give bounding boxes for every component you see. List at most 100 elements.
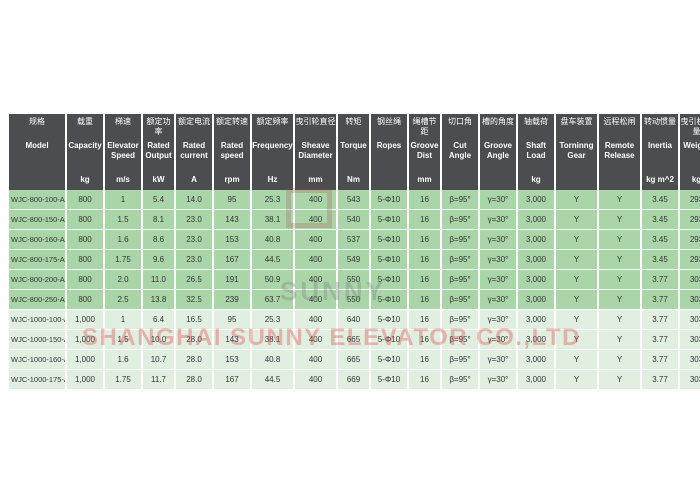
table-cell: 16 (409, 250, 440, 270)
header-unit: A (191, 175, 197, 184)
table-cell: 13.8 (143, 290, 174, 310)
table-cell: 5-Φ10 (371, 330, 407, 350)
table-cell: 2.0 (105, 270, 141, 290)
table-cell: 16 (409, 230, 440, 250)
table-cell: 25.3 (252, 310, 293, 330)
table-row: WJC-1000-150-A 1,000 1.5 10.0 28.0 143 38.1 400… (9, 330, 700, 350)
table-cell: 293 (680, 190, 700, 210)
table-cell: 25.3 (252, 190, 293, 210)
watermark-logo-text: SUNNY (280, 276, 387, 306)
table-cell: Y (599, 370, 640, 390)
table-cell: 800 (67, 250, 103, 270)
table-cell: 1,000 (67, 330, 103, 350)
table-cell: 5-Φ10 (371, 370, 407, 390)
table-cell: 3,000 (518, 350, 554, 370)
table-cell: 1.6 (105, 230, 141, 250)
table-cell: β=95° (442, 330, 478, 350)
table-cell: 28.0 (176, 370, 212, 390)
table-cell: 143 (214, 210, 250, 230)
table-cell: 3.45 (642, 250, 678, 270)
table-cell: 3.45 (642, 210, 678, 230)
header-en: Rated speed (220, 141, 244, 160)
table-cell: 23.0 (176, 250, 212, 270)
header-unit: Hz (267, 175, 278, 184)
header-row: 规格 Model 载重 Capacity kg 梯速 Elevator Speed m/s 额定… (9, 114, 700, 190)
table-cell: 9.6 (143, 250, 174, 270)
table-cell: 1.75 (105, 250, 141, 270)
table-cell: 3,000 (518, 230, 554, 250)
table-cell: 16 (409, 330, 440, 350)
table-cell: β=95° (442, 190, 478, 210)
table-cell: 400 (295, 190, 336, 210)
table-row: WJC-800-250-A 800 2.5 13.8 32.5 239 63.7 400 550… (9, 290, 700, 310)
table-cell: β=95° (442, 310, 478, 330)
header-zh: 载重 (77, 117, 93, 126)
table-cell: 303 (680, 290, 700, 310)
table-cell: 303 (680, 370, 700, 390)
table-cell: γ=30° (480, 250, 516, 270)
header-en: Weight (683, 141, 700, 150)
table-cell: β=95° (442, 370, 478, 390)
model-cell: WJC-800-200-A (9, 270, 65, 290)
table-cell: 3.77 (642, 270, 678, 290)
table-cell: Y (556, 190, 597, 210)
table-cell: 2.5 (105, 290, 141, 310)
column-header: 梯速 Elevator Speed m/s (105, 114, 141, 190)
table-cell: 167 (214, 370, 250, 390)
table-cell: 14.0 (176, 190, 212, 210)
header-zh: 轴载荷 (524, 117, 548, 126)
table-cell: 800 (67, 230, 103, 250)
table-cell: 16 (409, 290, 440, 310)
column-header: 切口角 Cut Angle (442, 114, 478, 190)
table-cell: Y (599, 230, 640, 250)
header-en: Inertia (647, 141, 672, 150)
model-cell: WJC-1000-175-A (9, 370, 65, 390)
column-header: 载重 Capacity kg (67, 114, 103, 190)
table-cell: 303 (680, 330, 700, 350)
table-cell: 800 (67, 290, 103, 310)
header-en: Rated Output (145, 141, 172, 160)
table-cell: 10.7 (143, 350, 174, 370)
table-cell: 400 (295, 330, 336, 350)
table-cell: 1.75 (105, 370, 141, 390)
table-cell: 50.9 (252, 270, 293, 290)
table-cell: 3,000 (518, 250, 554, 270)
header-zh: 额定功率 (146, 117, 171, 136)
table-cell: Y (599, 190, 640, 210)
table-cell: 28.0 (176, 350, 212, 370)
header-zh: 转矩 (345, 117, 362, 126)
header-en: Groove Angle (483, 141, 512, 160)
header-en: Capacity (68, 141, 102, 150)
table-cell: β=95° (442, 250, 478, 270)
table-cell: 550 (338, 290, 369, 310)
model-cell: WJC-800-100-A (9, 190, 65, 210)
table-cell: 400 (295, 210, 336, 230)
table-cell: β=95° (442, 270, 478, 290)
column-header: 额定频率 Frequency Hz (252, 114, 293, 190)
table-cell: 543 (338, 190, 369, 210)
table-cell: 5-Φ10 (371, 210, 407, 230)
table-cell: 550 (338, 270, 369, 290)
table-cell: 540 (338, 210, 369, 230)
header-unit: kg m^2 (646, 175, 674, 184)
table-cell: 400 (295, 270, 336, 290)
header-unit: rpm (224, 175, 240, 184)
header-zh: 梯速 (115, 117, 131, 126)
table-cell: 5-Φ10 (371, 250, 407, 270)
table-cell: 549 (338, 250, 369, 270)
table-cell: Y (556, 310, 597, 330)
table-cell: 5.4 (143, 190, 174, 210)
column-header: 规格 Model (9, 114, 65, 190)
table-cell: 303 (680, 350, 700, 370)
table-cell: 1.6 (105, 350, 141, 370)
table-cell: γ=30° (480, 190, 516, 210)
column-header: 钢丝绳 Ropes (371, 114, 407, 190)
header-en: Sheave Diameter (298, 141, 333, 160)
table-cell: 16 (409, 190, 440, 210)
header-unit: kg (80, 175, 90, 184)
table-row: WJC-800-200-A 800 2.0 11.0 26.5 191 50.9 400 550… (9, 270, 700, 290)
table-cell: 95 (214, 310, 250, 330)
table-cell: 3.77 (642, 310, 678, 330)
table-cell: 1.5 (105, 330, 141, 350)
table-row: WJC-800-150-A 800 1.5 8.1 23.0 143 38.1 400 540 5… (9, 210, 700, 230)
